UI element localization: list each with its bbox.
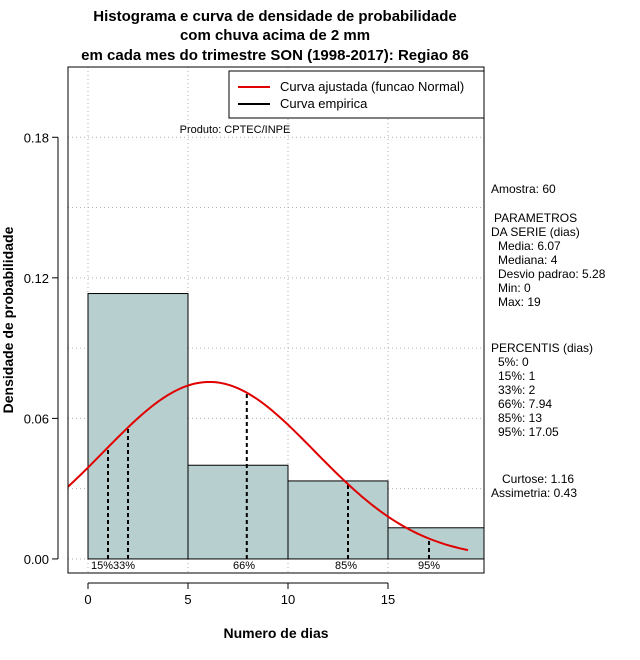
- legend-label-empirical: Curva empirica: [280, 96, 368, 111]
- percentile-label-66: 66%: [233, 560, 255, 572]
- statistics-panel: Amostra: 60 PARAMETROS DA SERIE (dias) M…: [491, 182, 606, 500]
- chart-title-line-1: Histograma e curva de densidade de proba…: [93, 8, 456, 25]
- fitted-normal-curve: [67, 380, 469, 552]
- stat-p5: 5%: 0: [498, 355, 529, 369]
- stat-p66: 66%: 7.94: [498, 397, 552, 411]
- histogram-bar-1: [87, 293, 189, 560]
- histogram-bar-2: [187, 464, 289, 560]
- legend-label-fitted: Curva ajustada (funcao Normal): [280, 79, 464, 94]
- percentile-lines: [107, 392, 430, 559]
- stat-desvio: Desvio padrao: 5.28: [498, 267, 606, 281]
- stat-min: Min: 0: [498, 281, 531, 295]
- chart-title-line-2: com chuva acima de 2 mm: [180, 27, 370, 44]
- x-axis-label: Numero de dias: [223, 625, 328, 641]
- x-axis: 0 5 10 15: [84, 582, 395, 607]
- percentile-label-95: 95%: [418, 560, 440, 572]
- y-tick-label: 0.18: [24, 130, 49, 145]
- y-axis: 0.00 0.06 0.12 0.18: [24, 130, 59, 567]
- stat-percentis-header: PERCENTIS (dias): [491, 341, 593, 355]
- histogram-bars: [87, 293, 485, 560]
- stat-params-header-2: DA SERIE (dias): [491, 225, 580, 239]
- credit-text: Produto: CPTEC/INPE: [180, 124, 291, 136]
- stat-p85: 85%: 13: [498, 411, 542, 425]
- stat-mediana: Mediana: 4: [498, 253, 558, 267]
- x-tick-label: 15: [381, 592, 395, 607]
- stat-media: Media: 6.07: [498, 239, 561, 253]
- y-tick-label: 0.12: [24, 271, 49, 286]
- stat-p95: 95%: 17.05: [498, 425, 559, 439]
- chart-title-line-3: em cada mes do trimestre SON (1998-2017)…: [81, 47, 469, 64]
- histogram-bar-3: [287, 480, 389, 560]
- histogram-bar-4: [387, 527, 485, 560]
- stat-max: Max: 19: [498, 295, 541, 309]
- stat-p15: 15%: 1: [498, 369, 536, 383]
- percentile-label-15-33: 15%33%: [91, 560, 135, 572]
- stat-p33: 33%: 2: [498, 383, 536, 397]
- y-tick-label: 0.00: [24, 552, 49, 567]
- stat-params-header-1: PARAMETROS: [494, 211, 577, 225]
- percentile-label-85: 85%: [335, 560, 357, 572]
- stat-amostra: Amostra: 60: [491, 182, 556, 196]
- x-tick-label: 5: [184, 592, 191, 607]
- stat-curtose: Curtose: 1.16: [502, 472, 574, 486]
- x-tick-label: 0: [84, 592, 91, 607]
- x-tick-label: 10: [281, 592, 295, 607]
- plot-frame: [67, 66, 485, 574]
- legend: Curva ajustada (funcao Normal) Curva emp…: [228, 70, 485, 119]
- y-axis-label: Densidade de probabilidade: [0, 226, 16, 413]
- y-tick-label: 0.06: [24, 411, 49, 426]
- stat-assimetria: Assimetria: 0.43: [491, 486, 577, 500]
- legend-box: [228, 70, 485, 119]
